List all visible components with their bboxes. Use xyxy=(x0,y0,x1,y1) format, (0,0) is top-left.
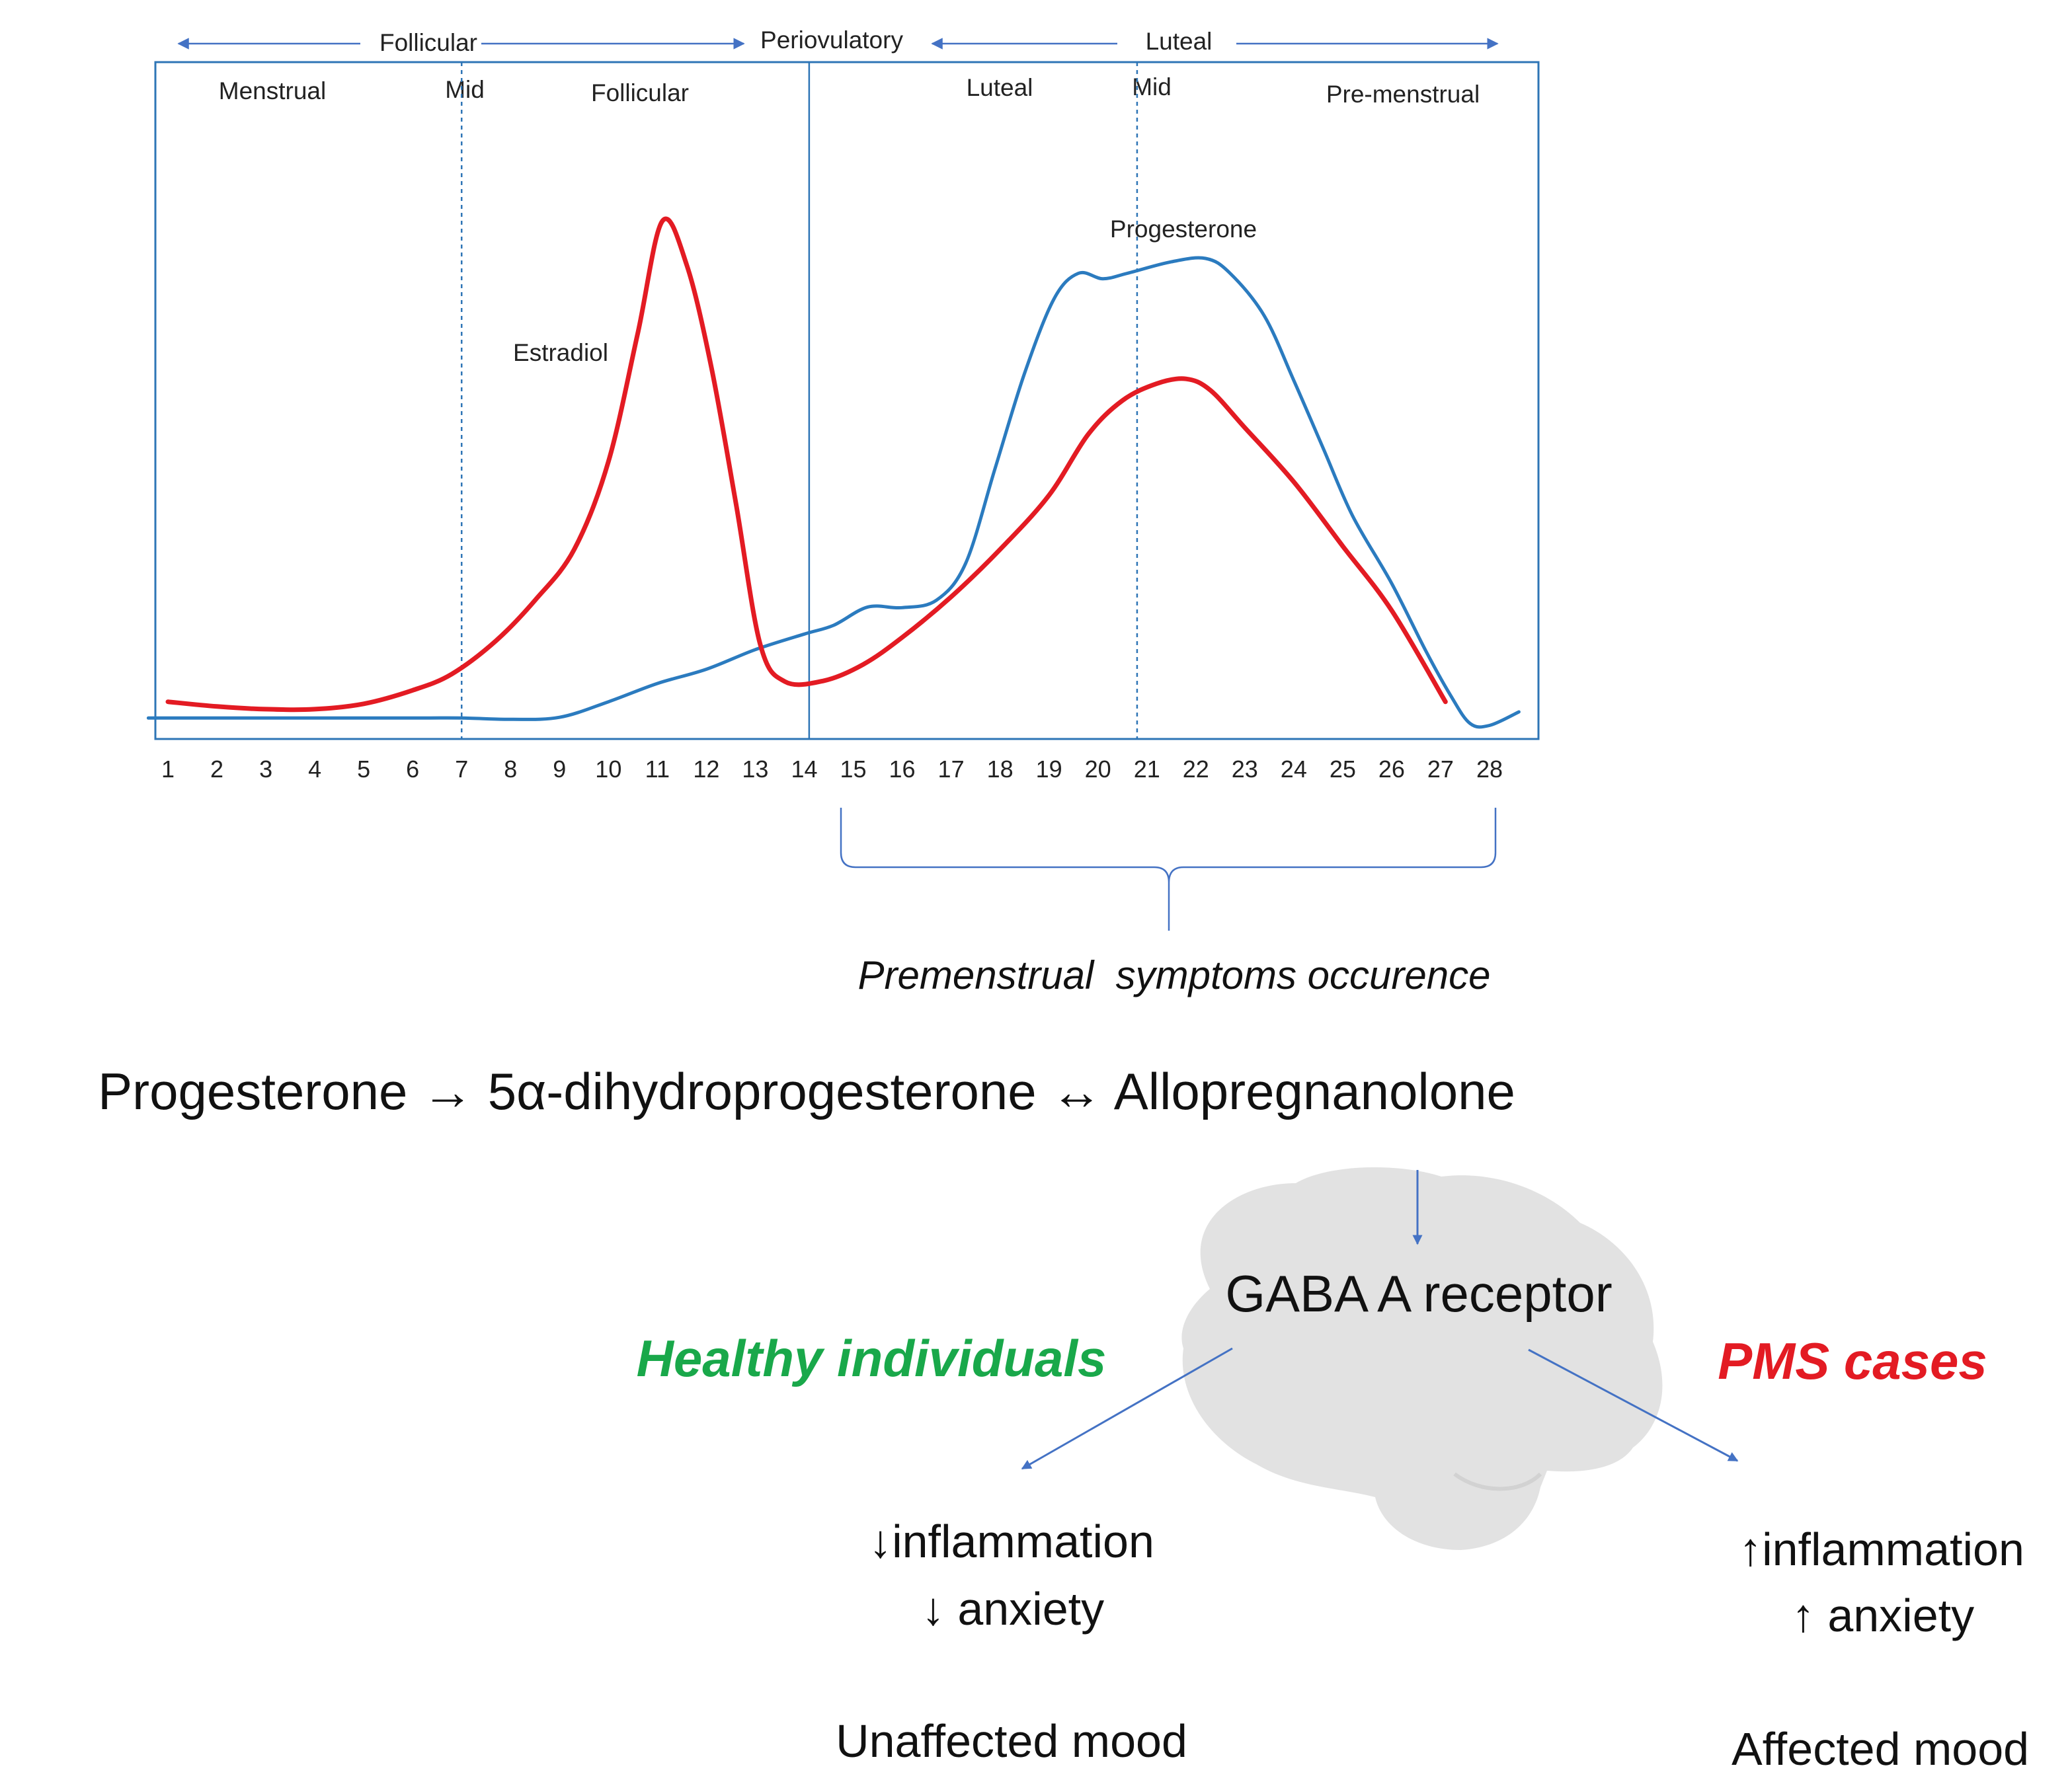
healthy-title: Healthy individuals xyxy=(637,1329,1107,1387)
x-tick-label: 14 xyxy=(791,756,817,783)
x-tick-label: 20 xyxy=(1085,756,1111,783)
x-tick-label: 6 xyxy=(406,756,419,783)
pathway-dihydroprogesterone: 5α-dihydroprogesterone xyxy=(488,1062,1037,1120)
x-tick-label: 27 xyxy=(1427,756,1454,783)
pathway-row: Progesterone → 5α-dihydroprogesterone ↔ … xyxy=(98,1062,1515,1120)
x-tick-label: 15 xyxy=(840,756,866,783)
x-tick-label: 10 xyxy=(595,756,621,783)
phase-label-luteal: Luteal xyxy=(1146,28,1213,55)
pms-title: PMS cases xyxy=(1718,1332,1987,1390)
x-tick-label: 22 xyxy=(1183,756,1209,783)
x-tick-label: 17 xyxy=(938,756,965,783)
phase-label-periovulatory: Periovulatory xyxy=(760,26,903,54)
x-tick-label: 11 xyxy=(645,756,670,783)
subphase-premenstrual: Pre-menstrual xyxy=(1326,81,1480,108)
healthy-anxiety: ↓ anxiety xyxy=(922,1583,1104,1635)
pms-inflammation: ↑inflammation xyxy=(1739,1524,2024,1575)
x-tick-label: 28 xyxy=(1476,756,1503,783)
x-tick-label: 16 xyxy=(889,756,916,783)
pms-mood: Affected mood xyxy=(1732,1723,2029,1775)
x-tick-label: 1 xyxy=(161,756,175,783)
x-tick-label: 24 xyxy=(1281,756,1307,783)
x-tick-label: 8 xyxy=(504,756,517,783)
x-tick-label: 25 xyxy=(1330,756,1356,783)
estradiol-label: Estradiol xyxy=(513,339,608,366)
x-tick-label: 3 xyxy=(259,756,272,783)
brain-icon xyxy=(1181,1167,1663,1550)
progesterone-line xyxy=(146,256,1521,729)
pathway-arrow-both: ↔ xyxy=(1051,1062,1102,1120)
symptom-brace xyxy=(840,808,1497,931)
x-tick-label: 4 xyxy=(308,756,321,783)
healthy-inflammation: ↓inflammation xyxy=(869,1516,1154,1567)
x-tick-label: 19 xyxy=(1036,756,1062,783)
pathway-arrow-forward: → xyxy=(422,1062,473,1120)
x-tick-label: 12 xyxy=(693,756,719,783)
x-tick-label: 23 xyxy=(1232,756,1258,783)
hormone-chart: 1 2 3 4 5 6 7 8 9 10 11 12 13 14 15 16 17 18 19 20 21 22 23 24 2… xyxy=(146,62,1521,783)
x-tick-label: 18 xyxy=(987,756,1014,783)
x-tick-label: 26 xyxy=(1378,756,1405,783)
x-tick-label: 5 xyxy=(357,756,370,783)
subphase-mid-follicular: Mid xyxy=(445,76,485,103)
x-tick-label: 13 xyxy=(742,756,768,783)
pms-anxiety: ↑ anxiety xyxy=(1792,1590,1974,1641)
subphase-labels: Menstrual Mid Follicular Luteal Mid Pre-… xyxy=(219,73,1480,108)
x-tick-label: 21 xyxy=(1134,756,1160,783)
chart-frame xyxy=(154,61,1540,740)
progesterone-label: Progesterone xyxy=(1110,215,1257,243)
pms-arrow xyxy=(1528,1348,1739,1462)
x-tick-label: 9 xyxy=(553,756,566,783)
x-tick-label: 7 xyxy=(455,756,468,783)
brace-label: Premenstrual symptoms occurence xyxy=(857,953,1490,997)
gaba-receptor-label: GABA A receptor xyxy=(1225,1264,1612,1323)
phase-label-follicular: Follicular xyxy=(379,29,477,56)
subphase-follicular: Follicular xyxy=(591,79,689,106)
healthy-arrow xyxy=(1021,1347,1233,1470)
pathway-allopregnanolone: Allopregnanolone xyxy=(1114,1062,1515,1120)
subphase-luteal: Luteal xyxy=(967,74,1033,101)
healthy-mood: Unaffected mood xyxy=(836,1715,1187,1767)
x-tick-label: 2 xyxy=(210,756,223,783)
phase-arrows: Follicular Periovulatory Luteal xyxy=(177,26,1499,56)
subphase-mid-luteal: Mid xyxy=(1132,73,1172,100)
subphase-menstrual: Menstrual xyxy=(219,77,326,104)
estradiol-line xyxy=(165,216,1448,713)
pathway-progesterone: Progesterone xyxy=(98,1062,407,1120)
